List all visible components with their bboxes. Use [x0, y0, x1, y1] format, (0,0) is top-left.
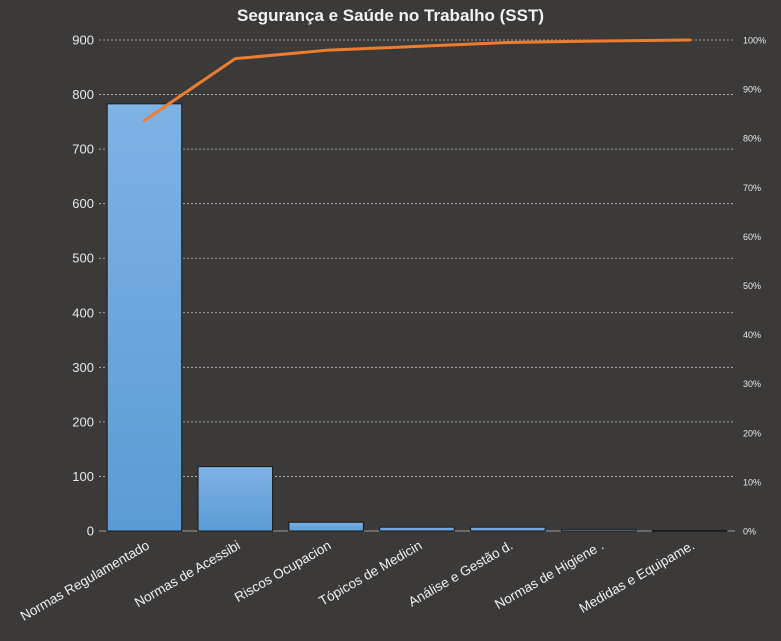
y2-tick-label: 30% [743, 379, 761, 389]
y2-tick-label: 10% [743, 477, 761, 487]
y-tick-label: 600 [72, 196, 94, 211]
y2-tick-label: 80% [743, 134, 761, 144]
bar [470, 526, 546, 532]
y2-tick-label: 70% [743, 183, 761, 193]
cumulative-percentage-line [142, 38, 692, 123]
y2-tick-label: 100% [743, 36, 766, 46]
x-tick-label: Normas Regulamentado [18, 538, 152, 624]
y-tick-label: 500 [72, 251, 94, 266]
bar [379, 526, 455, 532]
bar [288, 521, 364, 532]
bar [651, 529, 728, 532]
y-tick-label: 400 [72, 305, 94, 320]
y-tick-label: 100 [72, 469, 94, 484]
bar [106, 103, 183, 532]
bar [197, 466, 274, 532]
cumulative-line [142, 38, 692, 123]
y-tick-label: 200 [72, 414, 94, 429]
y2-tick-label: 0% [743, 527, 756, 537]
gridlines [99, 39, 735, 532]
bar [560, 528, 637, 532]
y-tick-label: 900 [72, 33, 94, 48]
bars [106, 103, 728, 532]
y2-tick-label: 20% [743, 428, 761, 438]
y-tick-label: 300 [72, 360, 94, 375]
y-tick-label: 700 [72, 142, 94, 157]
y-tick-label: 0 [87, 524, 94, 539]
y2-tick-label: 60% [743, 232, 761, 242]
y2-tick-label: 90% [743, 85, 761, 95]
chart-title: Segurança e Saúde no Trabalho (SST) [236, 6, 544, 25]
secondary-y-axis: 0% 10% 20% 30% 40% 50% 60% 70% 80% 90% 100% [743, 36, 766, 537]
y-tick-label: 800 [72, 87, 94, 102]
y2-tick-label: 50% [743, 281, 761, 291]
y-axis: 0 100 200 300 400 500 600 700 800 900 [72, 33, 94, 539]
y2-tick-label: 40% [743, 330, 761, 340]
